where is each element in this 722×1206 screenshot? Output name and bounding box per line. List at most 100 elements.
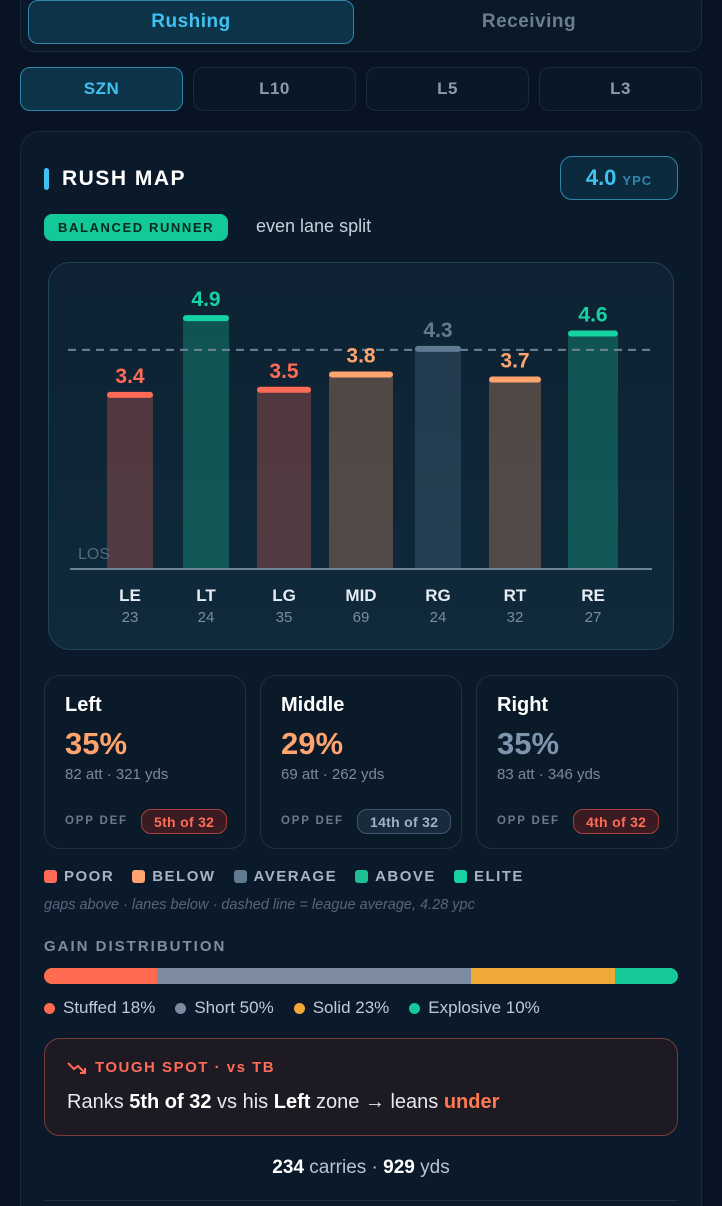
lane-bar-lt — [183, 318, 229, 569]
legend-item-elite: ELITE — [453, 868, 524, 885]
opp-def-label: OPP DEF — [65, 815, 128, 827]
rush-map-chart: LOS 3.4 LE 23 4.9 LT 24 3.5 LG 35 3.8 MID 69 4.3 RG 24… — [68, 288, 654, 626]
lane-value-label: 3.7 — [500, 350, 529, 373]
zone-name: Left — [65, 694, 102, 716]
legend-swatch — [355, 870, 369, 883]
lane-name-label: RG — [425, 586, 451, 605]
gain-legend: Stuffed 18% Short 50% Solid 23% Explosiv… — [44, 998, 540, 1018]
zone-pct: 29% — [281, 726, 344, 761]
lane-name-label: RT — [504, 586, 527, 605]
period-l10-button[interactable]: L10 — [193, 67, 356, 111]
tough-spot-callout: TOUGH SPOT · vs TB Ranks 5th of 32 vs hi… — [44, 1038, 678, 1136]
lane-value-label: 4.3 — [423, 319, 452, 342]
legend-item-average: AVERAGE — [233, 868, 338, 885]
legend-dot — [175, 1002, 187, 1014]
legend-dot — [409, 1002, 421, 1014]
lane-bar-re — [568, 333, 618, 569]
gain-legend-solid: Solid 23% — [293, 998, 389, 1018]
lane-attempts-label: 32 — [507, 609, 524, 626]
lane-bar-cap — [415, 345, 461, 352]
opp-def-label: OPP DEF — [497, 815, 560, 827]
rush-map-panel — [48, 262, 674, 650]
lane-bar-cap — [107, 391, 153, 398]
gain-segment — [156, 968, 471, 984]
tab-receiving[interactable]: Receiving — [481, 11, 577, 32]
lane-bar-cap — [568, 330, 618, 337]
lane-bar-cap — [489, 376, 541, 383]
legend-dot — [293, 1002, 305, 1014]
runner-type-note: even lane split — [256, 216, 372, 236]
lane-value-label: 4.6 — [578, 303, 607, 326]
period-l3-button[interactable]: L3 — [539, 67, 702, 111]
gain-distribution-title: GAIN DISTRIBUTION — [44, 938, 227, 955]
gain-segment — [470, 968, 616, 984]
period-szn-button[interactable]: SZN — [20, 67, 183, 111]
zone-stats: 82 att · 321 yds — [65, 766, 169, 783]
opp-def-rank-badge: 5th of 32 — [141, 809, 228, 834]
gain-segment — [615, 968, 678, 984]
lane-attempts-label: 23 — [122, 609, 139, 626]
lane-bar-mid — [329, 374, 393, 569]
zone-card-right[interactable]: Right 35% 83 att · 346 yds OPP DEF 4th o… — [476, 675, 678, 849]
los-label: LOS — [78, 546, 110, 563]
tab-rushing[interactable]: Rushing — [28, 0, 354, 44]
runner-type-badge: BALANCED RUNNER — [44, 214, 229, 241]
legend-swatch — [44, 870, 57, 883]
opp-def-label: OPP DEF — [281, 815, 344, 827]
lane-attempts-label: 35 — [276, 609, 293, 626]
opp-def-rank-badge: 4th of 32 — [573, 809, 660, 834]
opp-def-rank-badge: 14th of 32 — [357, 809, 452, 834]
lane-name-label: RE — [581, 586, 605, 605]
rush-map-title: RUSH MAP — [62, 167, 187, 190]
tough-spot-heading: TOUGH SPOT · vs TB — [67, 1059, 275, 1076]
lane-bar-cap — [183, 315, 229, 322]
lane-value-label: 3.4 — [115, 365, 145, 388]
zone-stats: 69 att · 262 yds — [281, 766, 385, 783]
legend-swatch — [132, 870, 146, 883]
lane-attempts-label: 69 — [353, 609, 370, 626]
lane-bar-lg — [257, 389, 311, 569]
legend-item-poor: POOR — [44, 868, 114, 885]
tier-legend: POOR BELOW AVERAGE ABOVE ELITE — [44, 868, 524, 885]
ypc-value: 4.0 — [585, 165, 617, 190]
lane-attempts-label: 24 — [198, 609, 215, 626]
zone-card-left[interactable]: Left 35% 82 att · 321 yds OPP DEF 5th of… — [44, 675, 246, 849]
gain-legend-explosive: Explosive 10% — [409, 998, 540, 1018]
legend-item-above: ABOVE — [355, 868, 436, 885]
lane-name-label: LE — [119, 586, 141, 605]
legend-item-below: BELOW — [132, 868, 215, 885]
lane-bar-rt — [489, 379, 541, 569]
lane-name-label: LG — [272, 586, 296, 605]
lane-bar-le — [107, 394, 153, 569]
lane-bar-cap — [257, 386, 311, 393]
zone-pct: 35% — [65, 726, 128, 761]
legend-swatch — [453, 870, 467, 883]
zone-stats: 83 att · 346 yds — [497, 766, 601, 783]
lane-name-label: LT — [196, 586, 216, 605]
lane-name-label: MID — [345, 586, 376, 605]
chart-footnote: gaps above · lanes below · dashed line =… — [44, 897, 475, 913]
lane-attempts-label: 24 — [430, 609, 447, 626]
lane-attempts-label: 27 — [585, 609, 602, 626]
divider — [44, 1200, 678, 1201]
zone-name: Right — [497, 694, 549, 716]
zone-name: Middle — [281, 694, 345, 716]
lane-value-label: 4.9 — [191, 288, 220, 311]
lane-value-label: 3.8 — [346, 344, 376, 367]
lane-bar-rg — [415, 348, 461, 569]
period-l5-button[interactable]: L5 — [366, 67, 529, 111]
lane-value-label: 3.5 — [269, 360, 299, 383]
gain-legend-short: Short 50% — [175, 998, 274, 1018]
ypc-unit: YPC — [622, 172, 653, 188]
zone-card-middle[interactable]: Middle 29% 69 att · 262 yds OPP DEF 14th… — [260, 675, 462, 849]
legend-swatch — [233, 870, 247, 883]
tough-spot-text: Ranks 5th of 32 vs his Left zone → leans… — [67, 1091, 500, 1113]
gain-distribution-bar — [44, 968, 678, 984]
gain-segment — [44, 968, 157, 984]
gain-legend-stuffed: Stuffed 18% — [44, 998, 155, 1018]
trend-down-icon — [67, 1061, 86, 1074]
lean-direction: under — [443, 1091, 500, 1113]
season-totals: 234 carries · 929 yds — [272, 1157, 450, 1178]
title-accent — [44, 168, 49, 190]
ypc-badge: 4.0 YPC — [560, 156, 678, 200]
